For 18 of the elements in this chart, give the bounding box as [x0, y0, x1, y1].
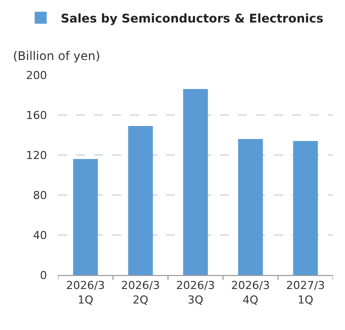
y-tick-label: 0 [40, 268, 47, 282]
y-tick-label: 80 [33, 188, 47, 202]
x-tick-label: 2026/3 2Q [121, 279, 160, 306]
bar [183, 89, 208, 275]
x-tick-label: 2026/3 4Q [231, 279, 270, 306]
bar [128, 126, 153, 275]
y-tick-label: 40 [33, 228, 47, 242]
x-tick-label: 2026/3 3Q [176, 279, 215, 306]
y-tick-label: 200 [26, 68, 47, 82]
x-tick-label: 2026/3 1Q [66, 279, 105, 306]
y-tick-label: 160 [26, 108, 47, 122]
legend-label: Sales by Semiconductors & Electronics [60, 11, 324, 26]
x-tick-label: 2027/3 1Q [286, 279, 325, 306]
y-axis-title: (Billion of yen) [13, 49, 100, 63]
y-tick-label: 120 [26, 148, 47, 162]
bar [73, 159, 98, 275]
bar [293, 141, 318, 275]
bar [238, 139, 263, 275]
